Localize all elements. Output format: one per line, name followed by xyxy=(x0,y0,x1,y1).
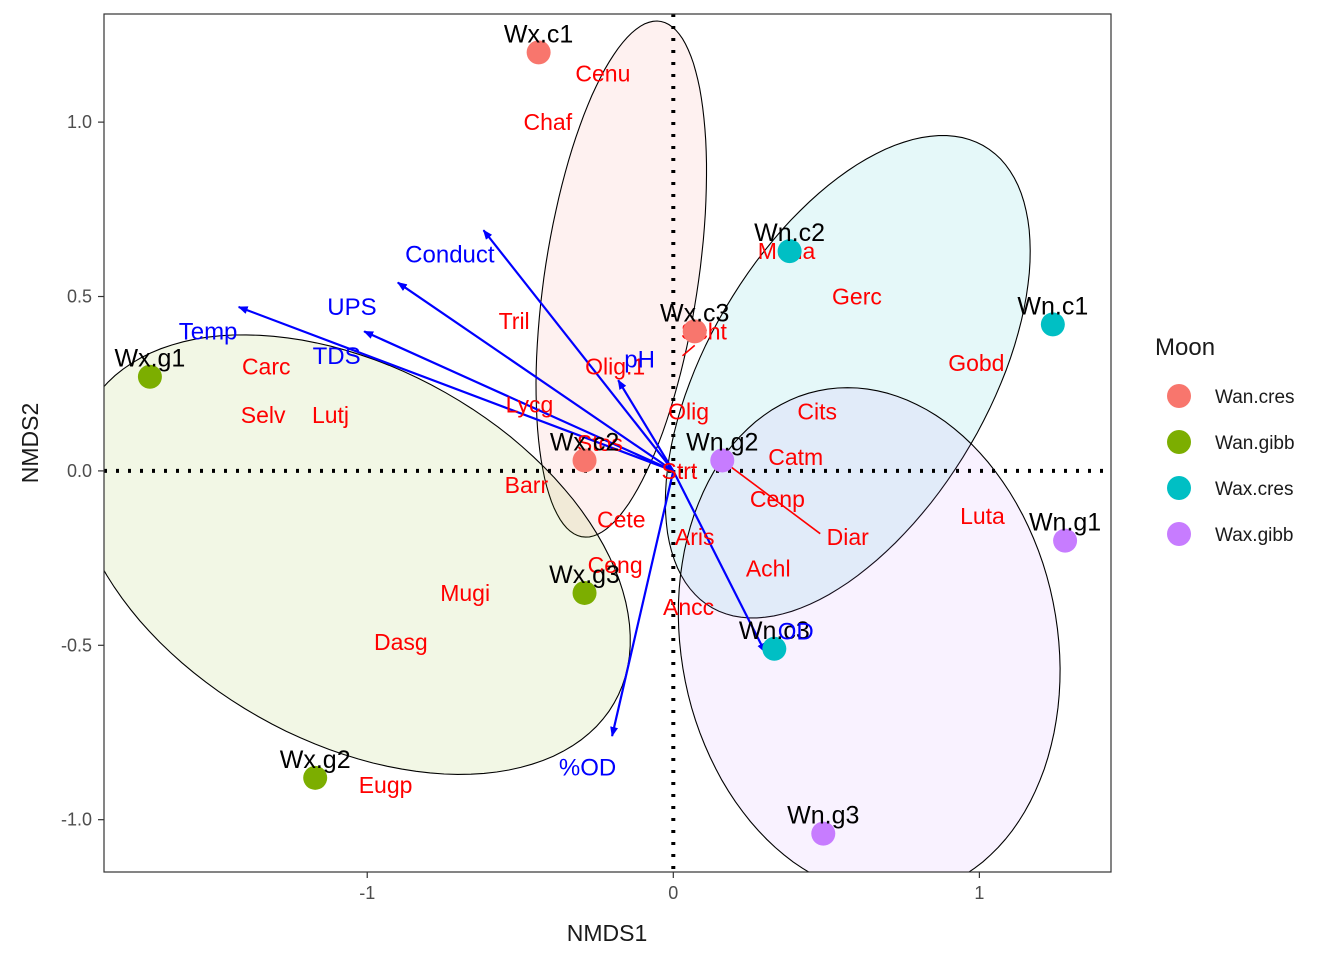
species-label-lutj: Lutj xyxy=(312,402,349,428)
species-label-eugp: Eugp xyxy=(359,772,413,798)
site-point-wx-c2 xyxy=(572,448,597,473)
site-label-wn-c2: Wn.c2 xyxy=(754,219,825,247)
legend-key-wan-cres xyxy=(1167,384,1191,408)
site-point-wn-g3 xyxy=(811,821,836,846)
species-label-cenu: Cenu xyxy=(575,60,630,86)
species-label-diar: Diar xyxy=(827,524,870,550)
site-point-wx-g3 xyxy=(572,580,597,605)
y-axis-title: NMDS2 xyxy=(17,403,43,484)
legend-label-wax-cres: Wax.cres xyxy=(1215,479,1293,500)
species-label-tril: Tril xyxy=(499,308,530,334)
legend-title: Moon xyxy=(1155,334,1215,361)
species-label-cenp: Cenp xyxy=(750,486,805,512)
site-point-wn-c2 xyxy=(777,239,802,264)
ellipse-layer xyxy=(104,20,1061,872)
site-label-wx-c2: Wx.c2 xyxy=(550,428,619,456)
x-tick-label: -1 xyxy=(359,883,375,903)
species-label-gobd: Gobd xyxy=(948,350,1004,376)
site-points xyxy=(137,40,1078,846)
site-label-wn-c1: Wn.c1 xyxy=(1017,292,1088,320)
x-tick-label: 0 xyxy=(668,883,678,903)
species-label-achl: Achl xyxy=(746,556,791,582)
x-tick-label: 1 xyxy=(974,883,984,903)
site-label-wx-g2: Wx.g2 xyxy=(280,746,351,774)
legend-key-wax-cres xyxy=(1167,476,1191,500)
ellipse-wax-gibb xyxy=(677,387,1061,872)
site-point-wn-c1 xyxy=(1040,312,1065,337)
species-label-aris: Aris xyxy=(675,524,715,550)
species-label-mugi: Mugi xyxy=(440,580,490,606)
legend-label-wan-gibb: Wan.gibb xyxy=(1215,433,1295,454)
species-label-chaf: Chaf xyxy=(524,109,573,135)
species-label-lycg: Lycg xyxy=(506,392,554,418)
env-label-conduct: Conduct xyxy=(405,242,495,269)
site-point-wn-g1 xyxy=(1053,528,1078,553)
species-label-olig: Olig xyxy=(668,399,709,425)
ellipse-wan-gibb xyxy=(104,334,631,775)
site-point-wx-c1 xyxy=(526,40,551,65)
species-label-strt: Strt xyxy=(662,458,698,484)
species-leader-line xyxy=(721,459,821,535)
species-label-dasg: Dasg xyxy=(374,629,428,655)
y-tick-label: 0.5 xyxy=(67,287,92,307)
axes: -1 0 1 -1.0 -0.5 0.0 0.5 1.0 xyxy=(61,112,984,903)
site-label-wx-g1: Wx.g1 xyxy=(114,345,185,373)
site-point-wx-c3 xyxy=(682,319,707,344)
env-vector-tds xyxy=(363,330,674,472)
legend-key-wan-gibb xyxy=(1167,430,1191,454)
legend-label-wax-gibb: Wax.gibb xyxy=(1215,525,1294,546)
env-vector-ph xyxy=(617,379,675,472)
legend: Moon Wan.cres Wan.gibb Wax.cres Wax.gibb xyxy=(1155,334,1295,546)
env-label-ph: pH xyxy=(624,346,655,373)
env-label-od: OD xyxy=(778,618,814,645)
species-label-luta: Luta xyxy=(960,503,1005,529)
env-vectors xyxy=(237,229,767,737)
y-tick-label: 0.0 xyxy=(67,461,92,481)
site-point-wx-g2 xyxy=(303,765,328,790)
env-vector-temp xyxy=(237,305,674,472)
env-vector-pct-od xyxy=(610,470,675,737)
env-label-temp: Temp xyxy=(179,318,238,345)
site-label-wn-c3: Wn.c3 xyxy=(739,617,810,645)
y-tick-label: -0.5 xyxy=(61,635,92,655)
site-label-wn-g1: Wn.g1 xyxy=(1029,509,1101,537)
site-label-wn-g2: Wn.g2 xyxy=(686,428,758,456)
env-label-ups: UPS xyxy=(327,294,376,321)
env-label-tds: TDS xyxy=(313,343,361,370)
species-label-catm: Catm xyxy=(768,444,823,470)
env-vector-labels: Conduct UPS Temp TDS pH OD %OD xyxy=(179,242,814,782)
species-label-cete: Cete xyxy=(597,507,646,533)
species-label-ceng: Ceng xyxy=(588,552,643,578)
env-label-pct-od: %OD xyxy=(559,754,616,781)
species-label-selv: Selv xyxy=(241,402,286,428)
env-vector-conduct xyxy=(482,229,675,472)
legend-key-wax-gibb xyxy=(1167,522,1191,546)
site-point-wn-c3 xyxy=(762,636,787,661)
species-label-ancc: Ancc xyxy=(663,594,714,620)
species-leader-line xyxy=(681,344,696,357)
env-vector-ups xyxy=(397,281,674,472)
site-label-wn-g3: Wn.g3 xyxy=(787,802,859,830)
site-label-wx-c1: Wx.c1 xyxy=(504,20,573,48)
x-axis-title: NMDS1 xyxy=(567,920,648,946)
y-tick-label: 1.0 xyxy=(67,112,92,132)
site-point-wx-g1 xyxy=(137,364,162,389)
panel-border xyxy=(103,13,1112,873)
ellipse-wan-cres xyxy=(535,20,708,538)
y-tick-label: -1.0 xyxy=(61,810,92,830)
species-label-cits: Cits xyxy=(797,399,837,425)
site-label-wx-g3: Wx.g3 xyxy=(549,561,620,589)
ellipse-wax-cres xyxy=(664,135,1031,619)
site-point-wn-g2 xyxy=(710,448,735,473)
legend-label-wan-cres: Wan.cres xyxy=(1215,387,1295,408)
species-label-gerc: Gerc xyxy=(832,284,882,310)
site-labels: Wx.c1 Wx.c2 Wx.c3 Wx.g1 Wx.g2 Wx.g3 Wn.c1 Wn.c2… xyxy=(114,20,1101,829)
site-label-wx-c3: Wx.c3 xyxy=(660,299,729,327)
species-label-barr: Barr xyxy=(505,472,549,498)
species-label-carc: Carc xyxy=(242,353,291,379)
env-vector-od xyxy=(672,470,767,654)
species-label-olig-1: Olig.1 xyxy=(585,353,645,379)
